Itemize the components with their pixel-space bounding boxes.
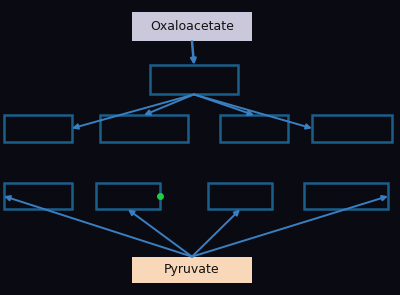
FancyBboxPatch shape — [100, 115, 188, 142]
Text: Oxaloacetate: Oxaloacetate — [150, 20, 234, 33]
FancyBboxPatch shape — [312, 115, 392, 142]
FancyBboxPatch shape — [96, 183, 160, 209]
FancyBboxPatch shape — [132, 12, 252, 41]
FancyBboxPatch shape — [132, 257, 252, 283]
FancyBboxPatch shape — [208, 183, 272, 209]
FancyBboxPatch shape — [220, 115, 288, 142]
FancyBboxPatch shape — [304, 183, 388, 209]
FancyBboxPatch shape — [4, 183, 72, 209]
FancyBboxPatch shape — [150, 65, 238, 94]
FancyBboxPatch shape — [4, 115, 72, 142]
Text: Pyruvate: Pyruvate — [164, 263, 220, 276]
